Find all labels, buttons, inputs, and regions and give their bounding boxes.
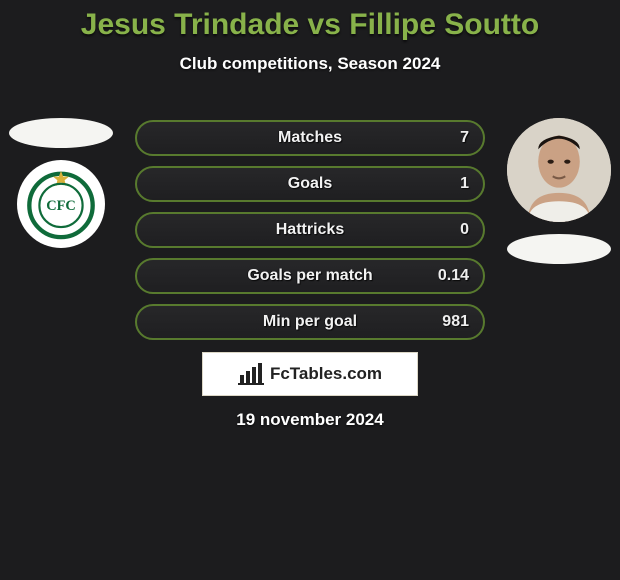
subtitle: Club competitions, Season 2024 <box>0 54 620 74</box>
stat-value: 0.14 <box>438 267 469 285</box>
stat-row: Min per goal 981 <box>135 304 485 340</box>
stat-label: Hattricks <box>276 221 344 239</box>
right-player-col <box>504 118 614 264</box>
stat-row: Goals per match 0.14 <box>135 258 485 294</box>
svg-text:CFC: CFC <box>46 198 76 214</box>
brand-text: FcTables.com <box>270 364 382 384</box>
stat-value: 1 <box>460 175 469 193</box>
left-club-badge: CFC <box>17 160 105 248</box>
stat-value: 0 <box>460 221 469 239</box>
stat-value: 981 <box>442 313 469 331</box>
player-silhouette-icon <box>507 118 611 222</box>
right-club-badge-placeholder <box>507 234 611 264</box>
stat-value: 7 <box>460 129 469 147</box>
date-line: 19 november 2024 <box>0 410 620 430</box>
right-player-photo <box>507 118 611 222</box>
stat-row: Matches 7 <box>135 120 485 156</box>
left-player-col: CFC <box>6 118 116 248</box>
stats-list: Matches 7 Goals 1 Hattricks 0 Goals per … <box>135 120 485 340</box>
bar-chart-icon <box>238 363 264 385</box>
stat-label: Min per goal <box>263 313 357 331</box>
club-badge-icon: CFC <box>25 168 97 240</box>
stat-label: Goals <box>288 175 332 193</box>
stat-row: Hattricks 0 <box>135 212 485 248</box>
brand-box: FcTables.com <box>202 352 418 396</box>
page-title: Jesus Trindade vs Fillipe Soutto <box>0 0 620 42</box>
stat-row: Goals 1 <box>135 166 485 202</box>
stat-label: Goals per match <box>247 267 372 285</box>
stat-label: Matches <box>278 129 342 147</box>
left-player-photo-placeholder <box>9 118 113 148</box>
